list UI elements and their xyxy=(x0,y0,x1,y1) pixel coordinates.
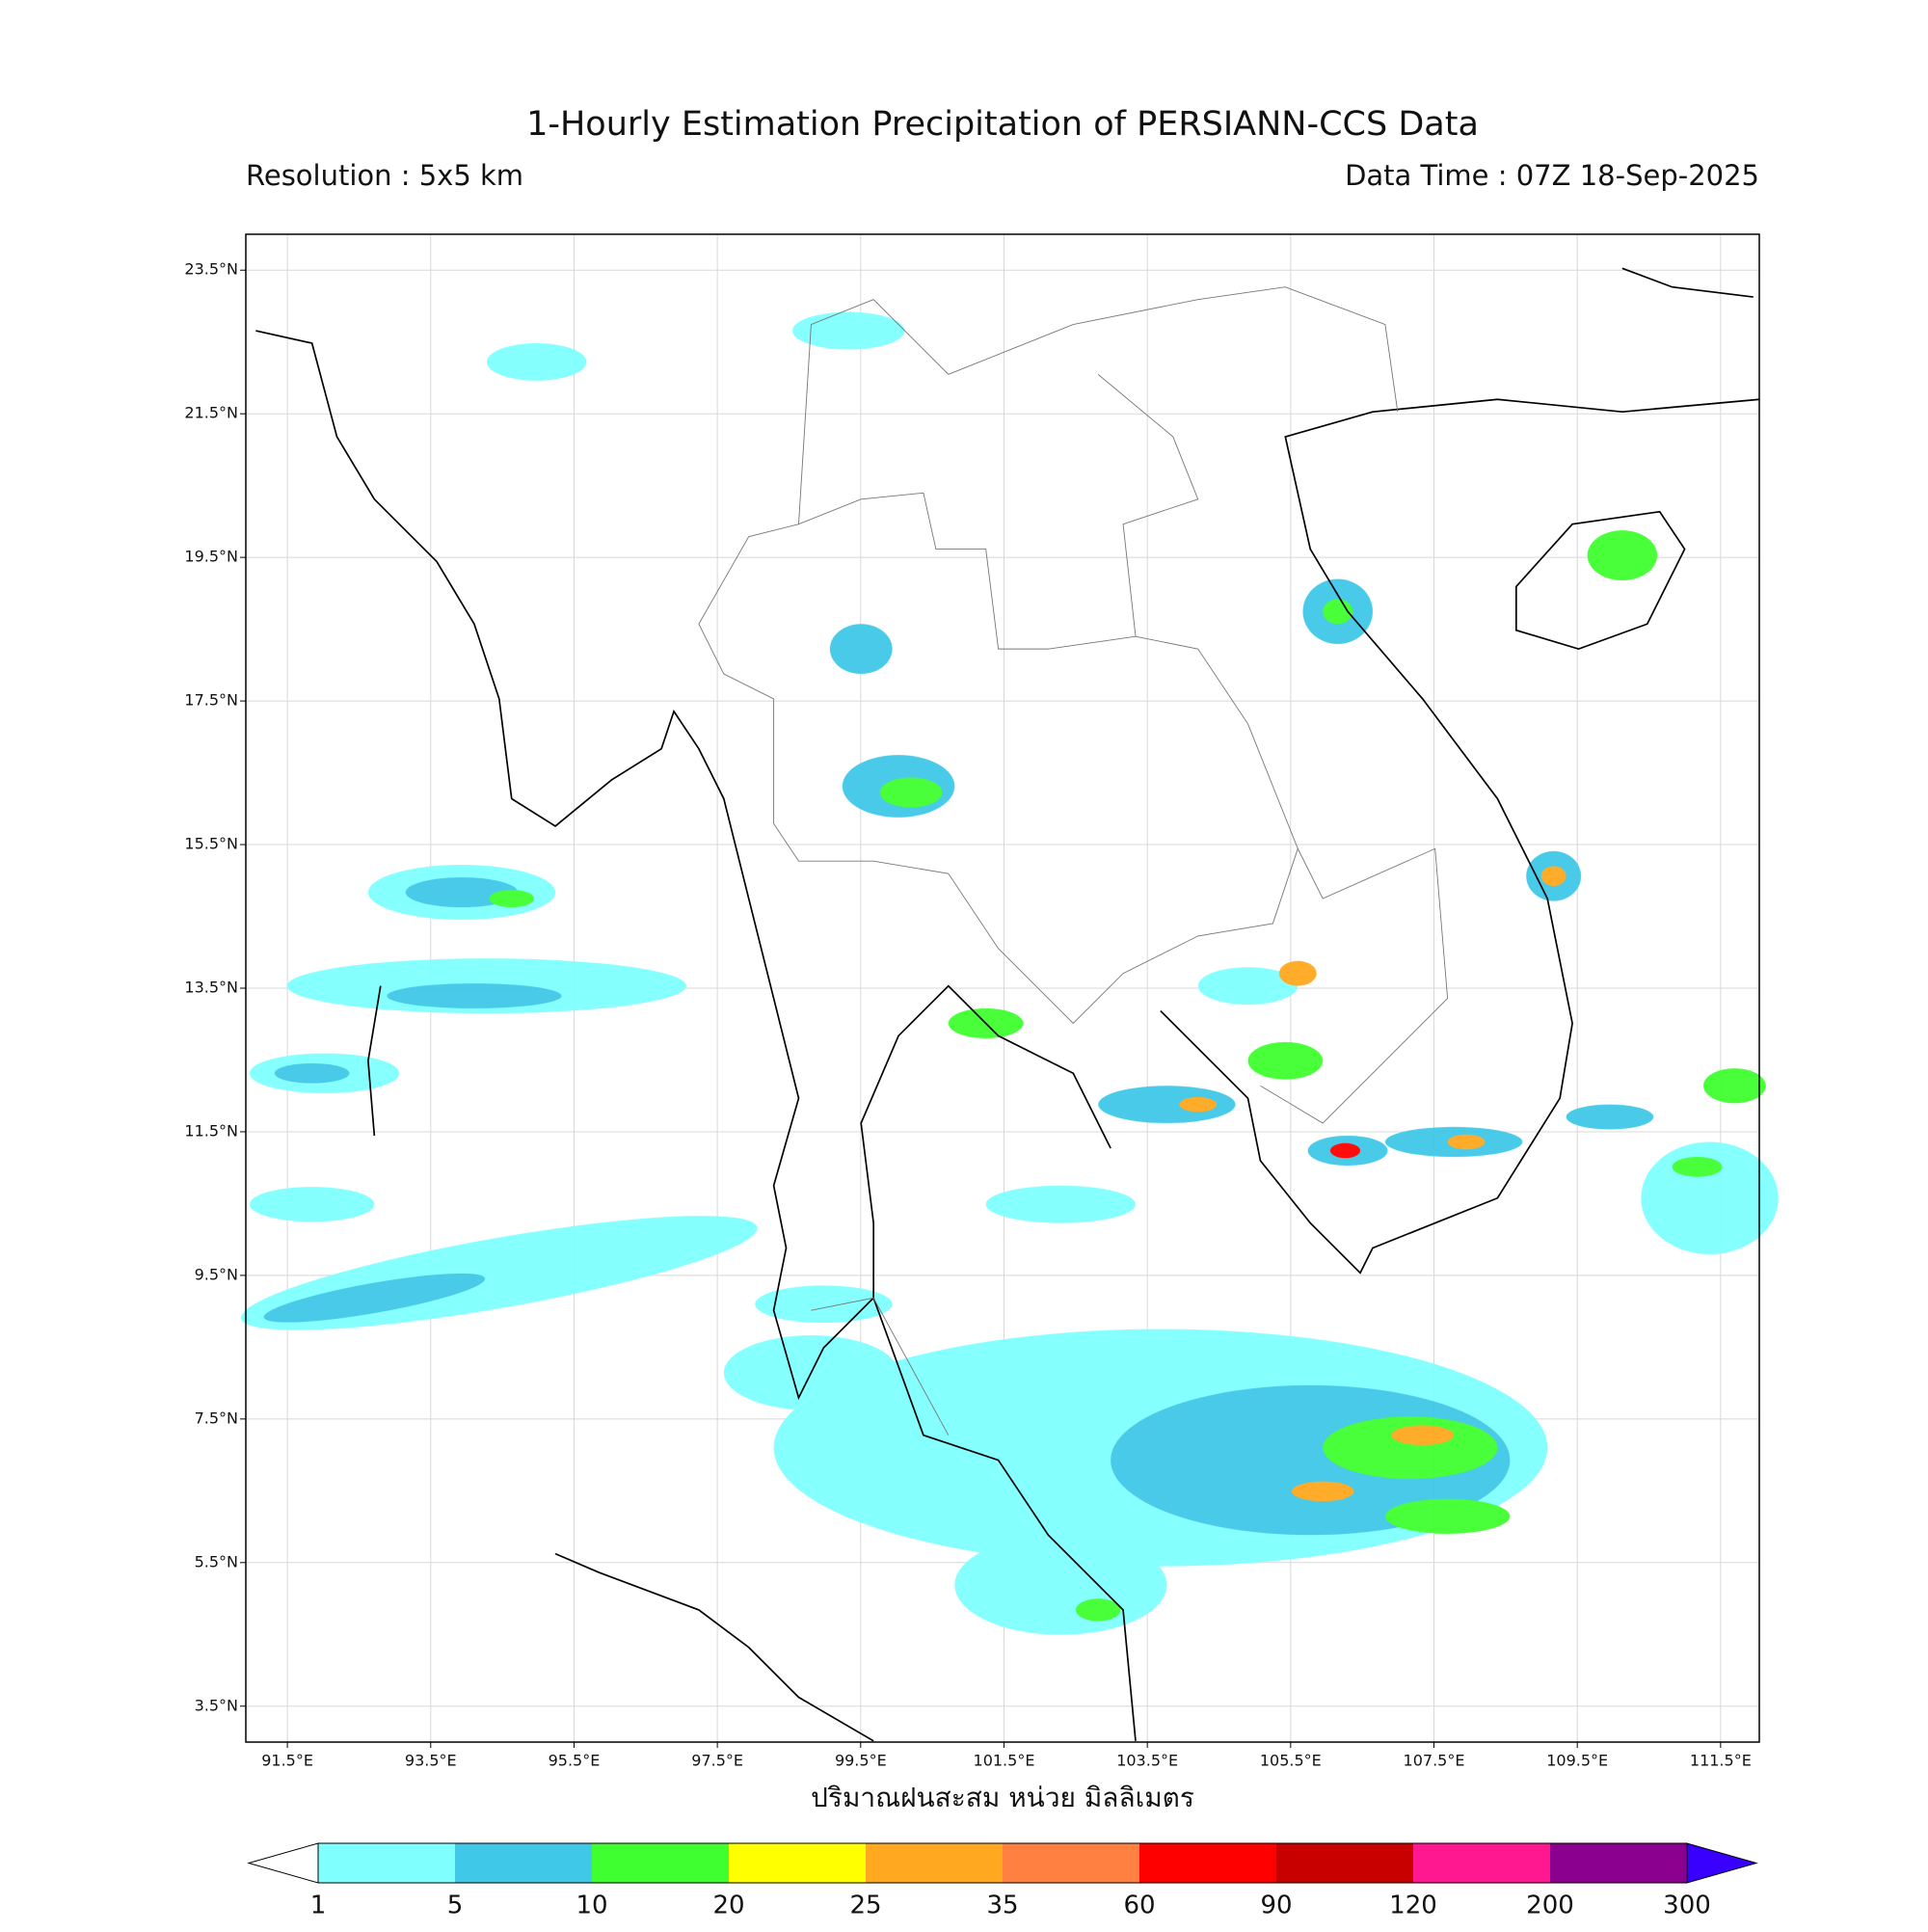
y-tick-label: 17.5°N xyxy=(184,691,238,710)
colorbar-segment xyxy=(592,1843,729,1883)
colorbar-label: 10 xyxy=(576,1892,607,1920)
colorbar-label: 60 xyxy=(1123,1892,1155,1920)
data-time: Data Time : 07Z 18-Sep-2025 xyxy=(1345,159,1759,192)
x-tick-label: 111.5°E xyxy=(1690,1752,1752,1770)
x-tick-label: 99.5°E xyxy=(835,1752,887,1770)
y-tick-label: 11.5°N xyxy=(184,1121,238,1140)
colorbar-outline xyxy=(317,1842,1688,1884)
colorbar-label: 120 xyxy=(1389,1892,1437,1920)
x-tick-label: 91.5°E xyxy=(261,1752,313,1770)
colorbar-segment xyxy=(866,1843,1003,1883)
resolution: Resolution : 5x5 km xyxy=(246,159,523,192)
colorbar-segment xyxy=(729,1843,866,1883)
colorbar-label: 1 xyxy=(310,1892,327,1920)
title: 1-Hourly Estimation Precipitation of PER… xyxy=(526,105,1479,144)
y-tick-label: 9.5°N xyxy=(195,1265,238,1283)
colorbar-extend-low xyxy=(247,1842,319,1884)
colorbar-label: 35 xyxy=(986,1892,1018,1920)
colorbar-segment xyxy=(1550,1843,1687,1883)
x-tick-label: 101.5°E xyxy=(974,1752,1035,1770)
y-tick-label: 21.5°N xyxy=(184,404,238,422)
y-tick-label: 23.5°N xyxy=(184,260,238,279)
x-axis-label: ปริมาณฝนสะสม หน่วย มิลลิเมตร xyxy=(811,1782,1194,1813)
grid-layer xyxy=(246,234,1759,1742)
colorbar-segment xyxy=(1003,1843,1139,1883)
x-tick-label: 93.5°E xyxy=(405,1752,457,1770)
y-tick-label: 3.5°N xyxy=(195,1696,238,1714)
y-tick-label: 15.5°N xyxy=(184,835,238,853)
coastlines xyxy=(255,267,1760,1742)
colorbar-segment xyxy=(318,1843,455,1883)
colorbar-label: 200 xyxy=(1526,1892,1574,1920)
y-tick-label: 5.5°N xyxy=(195,1552,238,1570)
colorbar-label: 25 xyxy=(849,1892,881,1920)
colorbar-extend-high xyxy=(1686,1842,1758,1884)
x-tick-label: 109.5°E xyxy=(1546,1752,1608,1770)
colorbar-segment xyxy=(455,1843,592,1883)
borders xyxy=(698,286,1449,1436)
colorbar-segment xyxy=(1413,1843,1550,1883)
colorbar-label: 90 xyxy=(1260,1892,1292,1920)
y-tick-label: 19.5°N xyxy=(184,548,238,566)
precip-cells xyxy=(241,311,1779,1635)
x-tick-label: 95.5°E xyxy=(549,1752,601,1770)
y-tick-label: 7.5°N xyxy=(195,1409,238,1427)
y-tick-label: 13.5°N xyxy=(184,979,238,997)
x-tick-label: 103.5°E xyxy=(1116,1752,1178,1770)
x-tick-label: 105.5°E xyxy=(1260,1752,1322,1770)
colorbar-segment xyxy=(1139,1843,1276,1883)
colorbar: 1 5 10 20 25 35 60 90 120 200 300 xyxy=(247,1842,1758,1920)
colorbar-label: 5 xyxy=(447,1892,464,1920)
map-layer xyxy=(241,267,1779,1742)
colorbar-label: 20 xyxy=(712,1892,744,1920)
x-tick-label: 107.5°E xyxy=(1404,1752,1465,1770)
colorbar-segment xyxy=(1276,1843,1413,1883)
colorbar-label: 300 xyxy=(1663,1892,1711,1920)
x-tick-label: 97.5°E xyxy=(691,1752,743,1770)
tick-layer: 91.5°E 93.5°E 95.5°E 97.5°E 99.5°E 101.5°E 103… xyxy=(184,260,1751,1770)
